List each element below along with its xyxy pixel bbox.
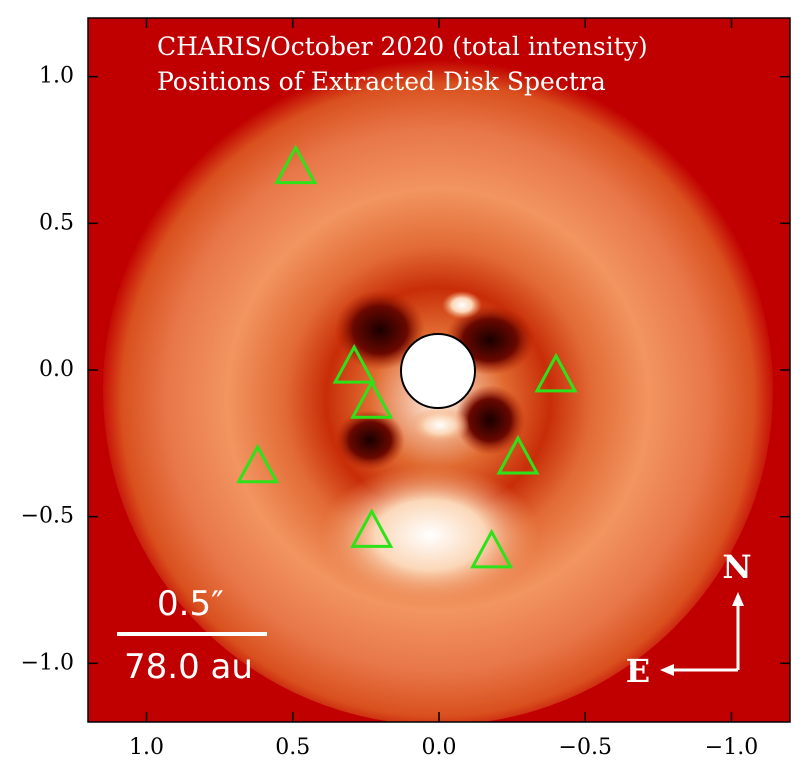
marker	[496, 434, 540, 475]
scale-angle: 0.5″	[157, 584, 224, 624]
marker	[350, 508, 394, 548]
compass-east: E	[626, 652, 650, 690]
compass-north: N	[722, 548, 751, 586]
x-tick-label: 0.0	[422, 735, 457, 760]
x-tick-label: −1.0	[705, 735, 758, 760]
chart-title: CHARIS/October 2020 (total intensity)	[157, 32, 648, 61]
y-tick-label: 0.5	[39, 210, 74, 235]
x-tick-label: −0.5	[559, 735, 612, 760]
chart-subtitle: Positions of Extracted Disk Spectra	[157, 67, 606, 96]
occulter	[400, 333, 476, 409]
compass	[660, 592, 744, 676]
scale-distance: 78.0 au	[124, 647, 253, 687]
marker	[534, 352, 578, 393]
marker	[274, 144, 318, 185]
x-tick-label: 0.5	[275, 735, 310, 760]
marker	[470, 528, 514, 569]
y-tick-label: −1.0	[21, 650, 74, 675]
marker	[332, 343, 376, 384]
marker	[236, 443, 280, 484]
y-tick-label: 0.0	[39, 357, 74, 382]
y-tick-label: −0.5	[21, 504, 74, 529]
y-tick-label: 1.0	[39, 64, 74, 89]
x-tick-label: 1.0	[129, 735, 164, 760]
marker	[350, 379, 394, 419]
